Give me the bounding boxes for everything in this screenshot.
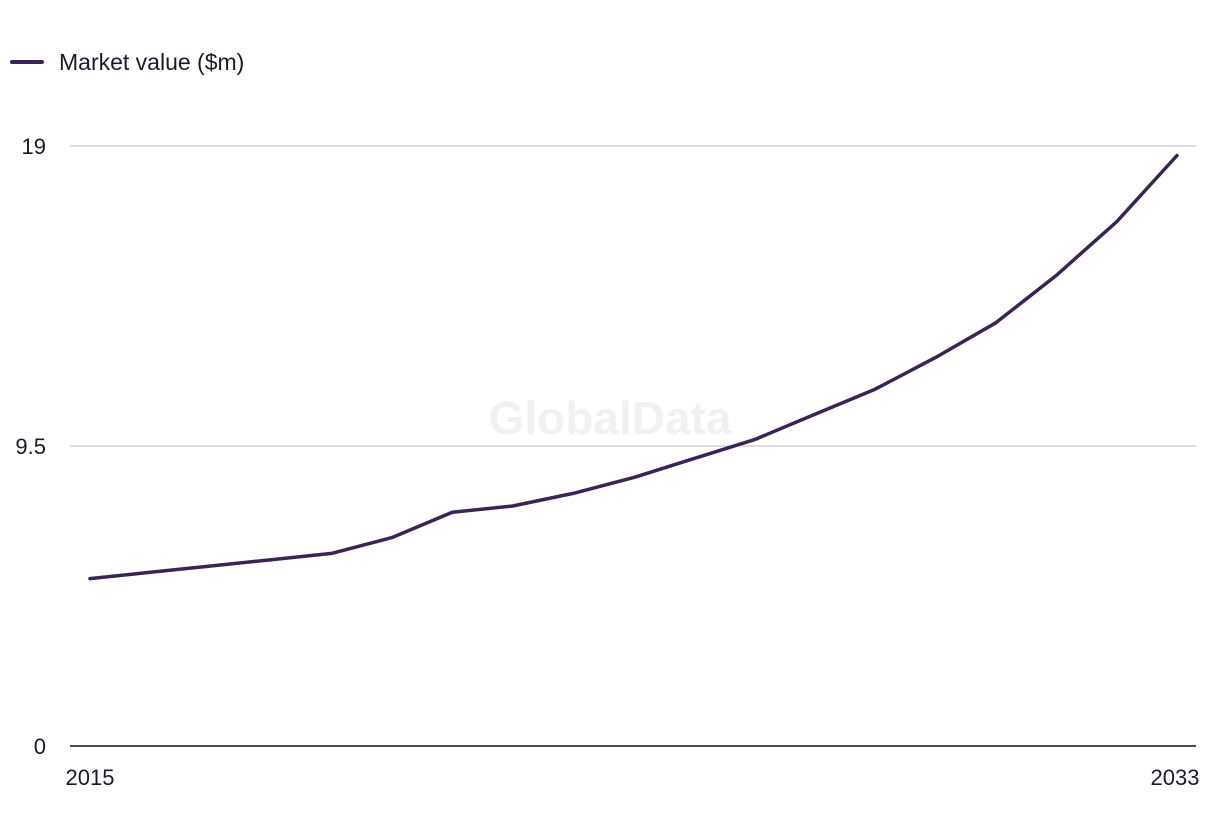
series-group <box>88 153 1179 581</box>
legend: Market value ($m) <box>10 49 244 75</box>
x-tick-label: 2015 <box>66 765 115 790</box>
y-tick-label: 0 <box>34 734 46 759</box>
series-line-market-value <box>88 153 1179 581</box>
watermark: GlobalData <box>489 392 732 444</box>
y-axis-ticks: 0 9.5 19 <box>15 134 46 759</box>
grid-lines <box>70 145 1196 447</box>
x-axis-ticks: 2015 2033 <box>66 765 1200 790</box>
legend-label: Market value ($m) <box>59 49 244 75</box>
x-tick-label: 2033 <box>1151 765 1200 790</box>
y-tick-label: 9.5 <box>15 434 46 459</box>
y-tick-label: 19 <box>22 134 46 159</box>
